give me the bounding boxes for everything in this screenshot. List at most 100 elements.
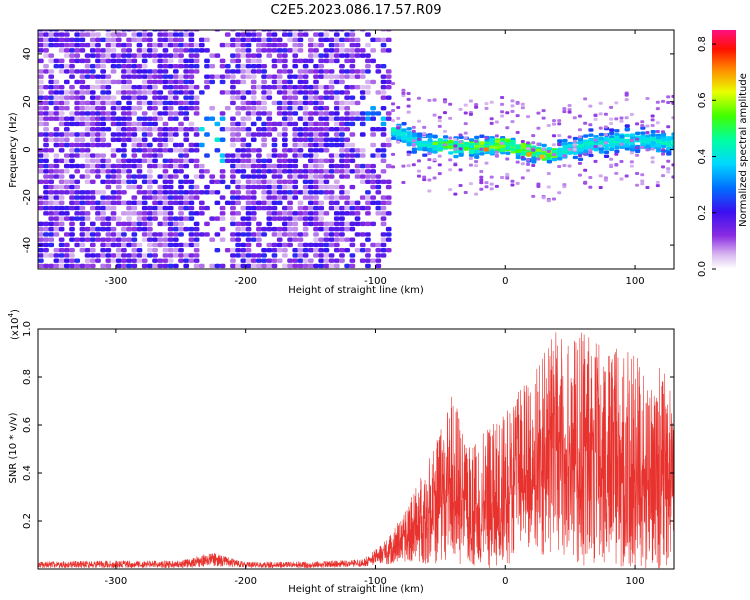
heatmap-cell: [240, 100, 247, 106]
heatmap-cell: [359, 258, 366, 263]
heatmap-cell: [401, 88, 406, 92]
heatmap-cell: [79, 237, 86, 242]
heatmap-cell: [572, 116, 577, 120]
heatmap-cell: [271, 216, 278, 221]
heatmap-cell: [63, 179, 70, 185]
heatmap-cell: [235, 226, 241, 232]
heatmap-cell: [333, 111, 340, 116]
heatmap-cell: [136, 63, 143, 69]
heatmap-cell: [323, 148, 330, 153]
heatmap-cell: [58, 42, 65, 48]
heatmap-cell: [287, 111, 293, 116]
heatmap-cell: [178, 84, 184, 90]
heatmap-cell: [635, 153, 640, 157]
heatmap-cell: [115, 221, 122, 227]
heatmap-cell: [323, 263, 330, 269]
heatmap-cell: [188, 195, 195, 200]
heatmap-cell: [147, 205, 153, 211]
heatmap-cell: [292, 142, 299, 148]
heatmap-cell: [287, 179, 293, 185]
heatmap-cell: [209, 74, 216, 79]
heatmap-cell: [282, 121, 288, 127]
heatmap-cell: [167, 195, 174, 200]
heatmap-cell: [287, 84, 293, 90]
heatmap-cell: [105, 253, 112, 258]
heatmap-cell: [276, 106, 283, 111]
heatmap-cell: [375, 205, 382, 211]
heatmap-cell: [172, 195, 179, 200]
heatmap-cell: [69, 190, 75, 195]
heatmap-cell: [333, 163, 340, 169]
heatmap-cell: [110, 53, 117, 58]
heatmap-cell: [598, 101, 603, 105]
heatmap-cell: [235, 247, 241, 253]
heatmap-cell: [256, 84, 262, 90]
heatmap-cell: [235, 32, 241, 37]
heatmap-cell: [43, 237, 49, 242]
heatmap-cell: [105, 37, 112, 43]
heatmap-cell: [53, 263, 60, 269]
heatmap-cell: [193, 190, 200, 195]
heatmap-cell: [339, 195, 345, 200]
heatmap-cell: [619, 119, 624, 123]
heatmap-cell: [84, 69, 91, 74]
heatmap-cell: [147, 79, 153, 85]
heatmap-cell: [302, 226, 309, 232]
heatmap-cell: [276, 226, 283, 232]
heatmap-cell: [38, 48, 44, 53]
heatmap-cell: [344, 195, 351, 200]
heatmap-cell: [302, 179, 309, 185]
heatmap-cell: [489, 121, 494, 125]
heatmap-cell: [131, 58, 138, 64]
heatmap-cell: [292, 195, 299, 200]
heatmap-cell: [474, 192, 479, 196]
heatmap-cell: [313, 132, 319, 137]
heatmap-cell: [245, 153, 252, 158]
heatmap-cell: [614, 149, 620, 154]
heatmap-cell: [250, 253, 257, 258]
heatmap-cell: [287, 242, 293, 248]
heatmap-cell: [162, 84, 169, 90]
heatmap-cell: [183, 63, 190, 69]
heatmap-cell: [162, 69, 169, 74]
heatmap-cell: [510, 99, 515, 103]
heatmap-cell: [318, 121, 325, 127]
heatmap-cell: [261, 247, 267, 253]
heatmap-cell: [79, 137, 86, 142]
heatmap-cell: [100, 263, 107, 269]
heatmap-cell: [115, 169, 122, 174]
heatmap-cell: [666, 159, 671, 163]
heatmap-cell: [162, 74, 169, 79]
heatmap-cell: [287, 216, 293, 221]
heatmap-cell: [365, 253, 371, 258]
heatmap-cell: [235, 179, 241, 185]
heatmap-cell: [209, 174, 216, 179]
heatmap-cell: [333, 30, 340, 32]
heatmap-cell: [313, 63, 319, 69]
heatmap-cell: [105, 42, 112, 48]
heatmap-cell: [261, 79, 267, 85]
heatmap-cell: [115, 63, 122, 69]
heatmap-cell: [302, 90, 309, 95]
heatmap-cell: [266, 221, 273, 227]
heatmap-cell: [307, 221, 314, 227]
heatmap-cell: [302, 163, 309, 169]
heatmap-cell: [178, 184, 184, 190]
heatmap-cell: [333, 263, 340, 269]
heatmap-cell: [141, 132, 148, 137]
heatmap-cell: [318, 237, 325, 242]
heatmap-cell: [136, 30, 143, 32]
heatmap-cell: [178, 111, 184, 116]
heatmap-cell: [79, 174, 86, 179]
heatmap-cell: [183, 69, 190, 74]
heatmap-cell: [245, 258, 252, 263]
heatmap-cell: [126, 242, 132, 248]
heatmap-cell: [302, 190, 309, 195]
heatmap-cell: [313, 200, 319, 206]
heatmap-cell: [198, 263, 205, 269]
heatmap-cell: [152, 148, 158, 153]
heatmap-cell: [276, 163, 283, 169]
heatmap-cell: [172, 74, 179, 79]
heatmap-cell: [245, 148, 252, 153]
